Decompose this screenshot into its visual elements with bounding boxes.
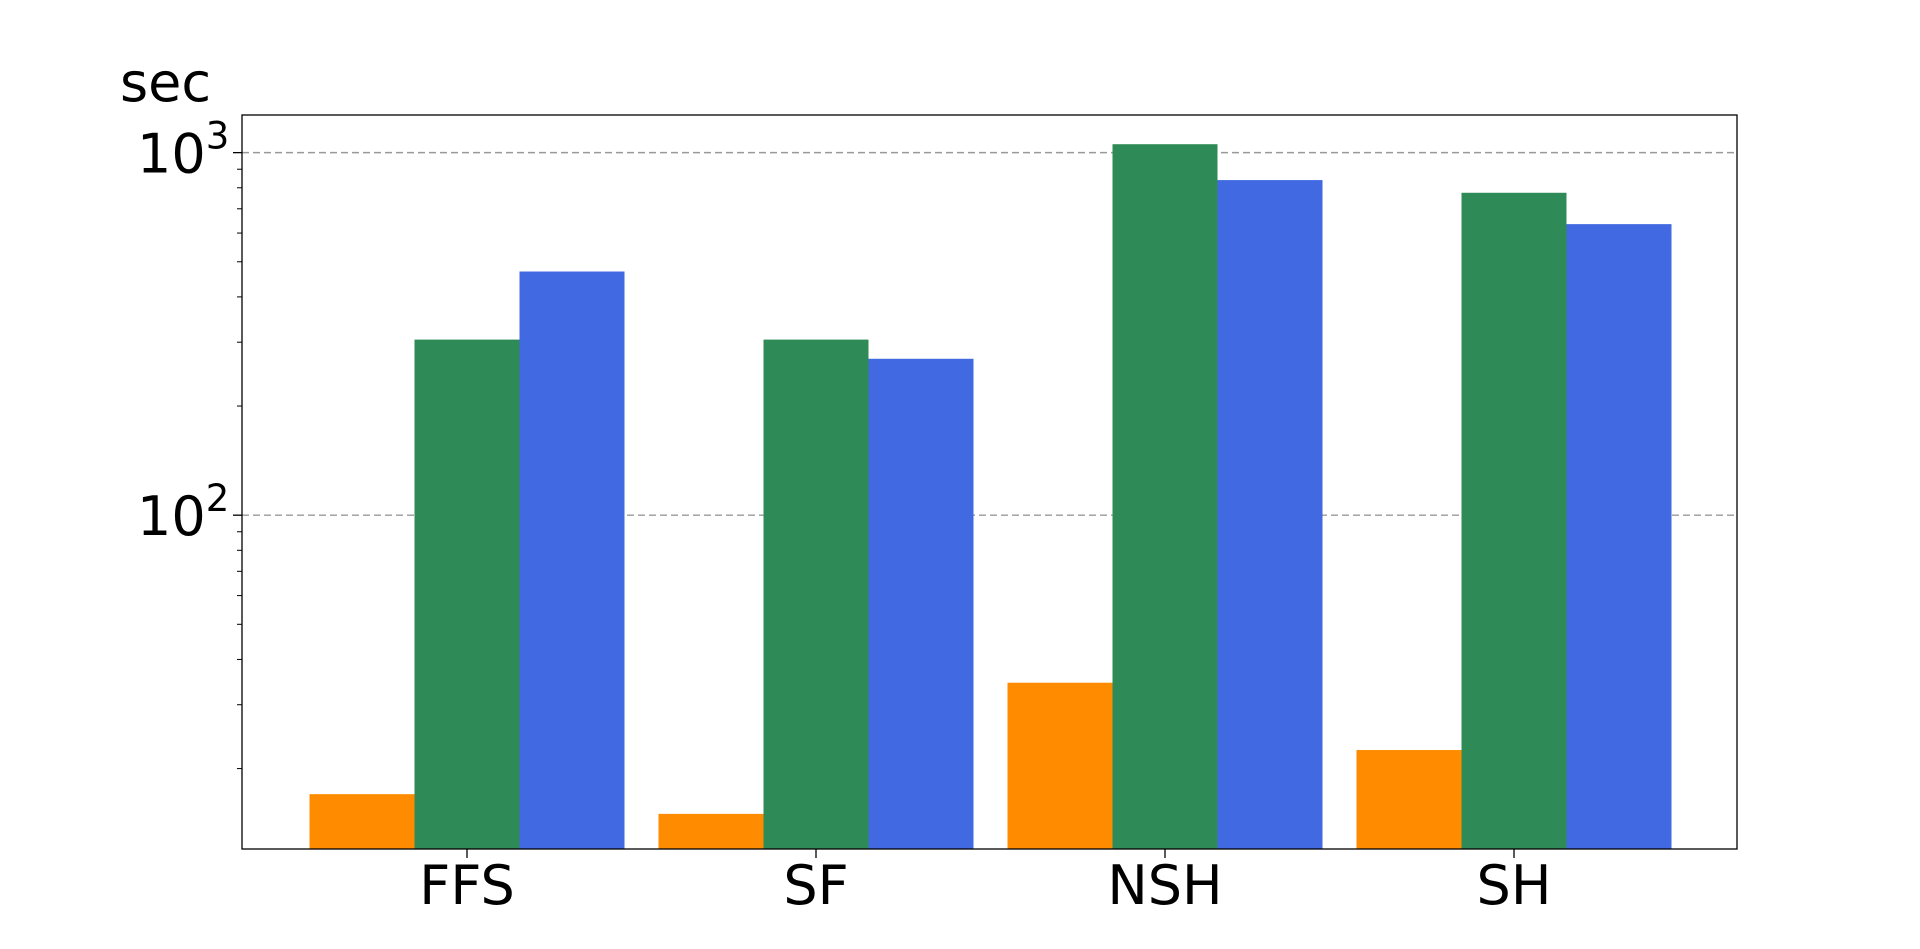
y-tick-label: 102 (137, 477, 229, 548)
bar (519, 271, 625, 849)
bar (1356, 750, 1462, 849)
x-tick-label: NSH (1107, 854, 1222, 917)
bar (414, 339, 520, 849)
bar (1461, 192, 1567, 849)
x-tick-label: FFS (419, 854, 514, 917)
bar (1566, 224, 1672, 850)
bar (1007, 682, 1113, 849)
bar (763, 339, 869, 849)
plot-frame (241, 114, 1738, 850)
bar (868, 358, 974, 849)
bar (1112, 144, 1218, 850)
bar (658, 813, 764, 849)
bar (309, 794, 415, 849)
y-axis: 102 103 (137, 115, 242, 770)
y-axis-label: sec (120, 51, 211, 114)
x-axis: FFS SF NSH SH (419, 849, 1551, 917)
y-tick-label: 103 (137, 115, 229, 186)
x-tick-label: SH (1477, 854, 1552, 917)
x-tick-label: SF (783, 854, 848, 917)
bar (1217, 180, 1323, 849)
bars-layer (309, 144, 1672, 850)
